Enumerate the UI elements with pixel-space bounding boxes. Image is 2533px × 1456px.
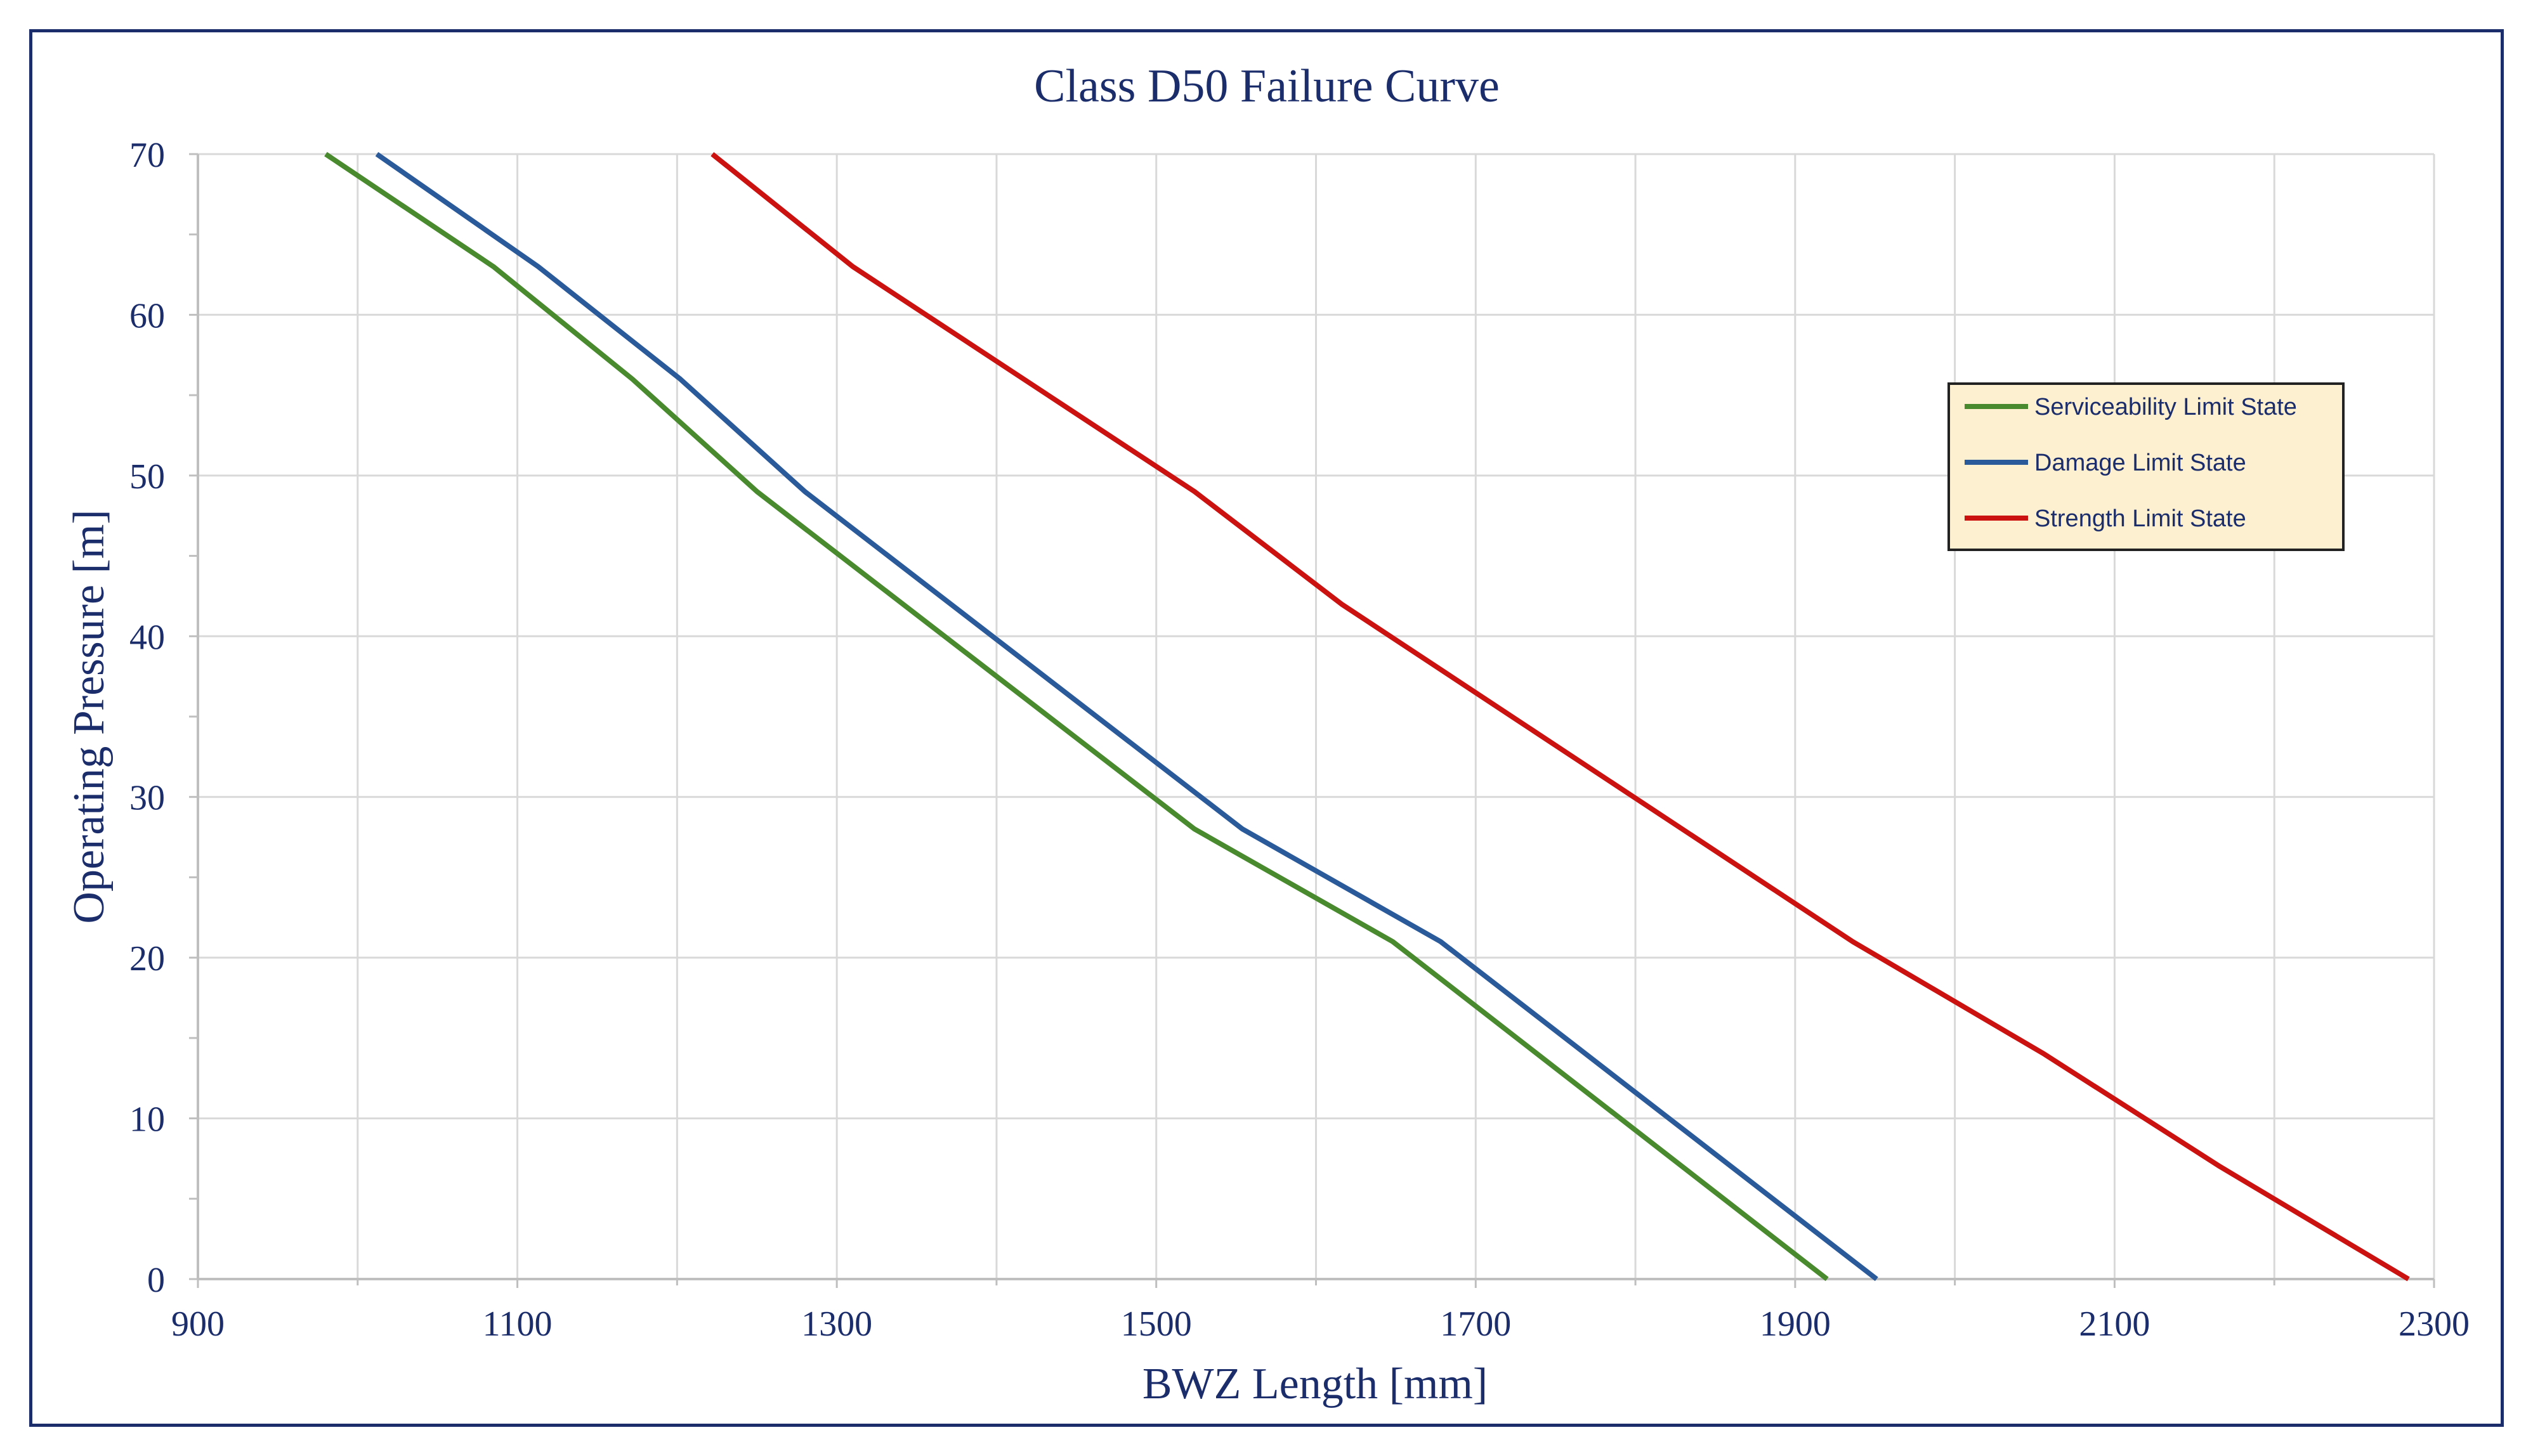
chart-title: Class D50 Failure Curve <box>1034 60 1500 112</box>
series-line-serviceability-limit-state <box>324 152 1829 1282</box>
x-tick-label: 1700 <box>1440 1304 1511 1344</box>
legend-label-damage-limit-state: Damage Limit State <box>2034 450 2246 476</box>
y-tick-label: 60 <box>129 296 165 335</box>
legend-box <box>1947 382 2345 551</box>
y-tick-label: 50 <box>129 457 165 497</box>
y-tick-label: 40 <box>129 618 165 657</box>
x-tick-label: 900 <box>171 1304 225 1344</box>
x-tick-label: 2100 <box>2079 1304 2150 1344</box>
x-tick-label: 2300 <box>2399 1304 2470 1344</box>
x-tick-label: 1300 <box>801 1304 872 1344</box>
tick-labels: 900 1100 1300 1500 1700 1900 2100 2300 0 10 20 30 40… <box>129 136 2470 1344</box>
y-tick-label: 20 <box>129 939 165 978</box>
legend-label-strength-limit-state: Strength Limit State <box>2034 505 2246 532</box>
y-tick-label: 30 <box>129 779 165 818</box>
y-axis-label: Operating Pressure [m] <box>65 509 114 923</box>
series-lines <box>324 152 2410 1282</box>
axes <box>189 153 2435 1288</box>
x-tick-label: 1500 <box>1121 1304 1192 1344</box>
y-tick-label: 70 <box>129 136 165 175</box>
y-tick-label: 0 <box>147 1261 165 1300</box>
legend-label-serviceability-limit-state: Serviceability Limit State <box>2034 394 2297 420</box>
series-line-strength-limit-state <box>710 152 2410 1282</box>
series-line-damage-limit-state <box>375 152 1878 1282</box>
y-tick-label: 10 <box>129 1100 165 1140</box>
chart-frame <box>29 29 2504 1427</box>
grid <box>197 153 2435 1280</box>
x-axis-label: BWZ Length [mm] <box>1142 1360 1488 1408</box>
x-tick-label: 1100 <box>483 1304 553 1344</box>
x-tick-label: 1900 <box>1760 1304 1831 1344</box>
legend: Serviceability Limit State Damage Limit S… <box>1947 382 2345 551</box>
